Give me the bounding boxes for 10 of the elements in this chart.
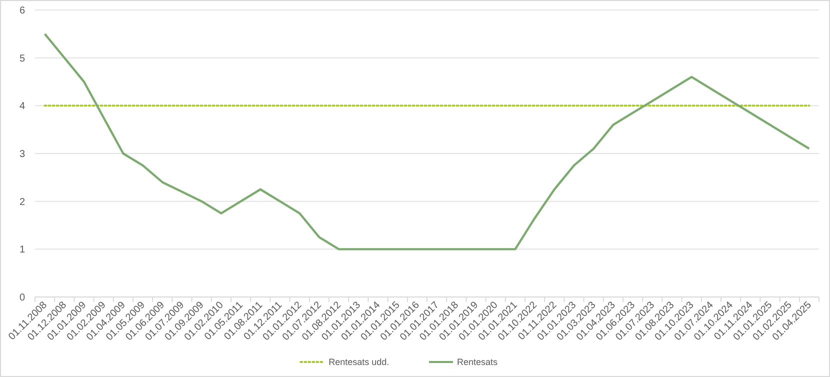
- legend-label: Rentesats udd.: [328, 357, 390, 368]
- legend-label: Rentesats: [457, 357, 498, 368]
- line-series: [44, 32, 810, 250]
- y-tick-label: 3: [19, 149, 26, 160]
- y-tick-label: 5: [19, 53, 26, 64]
- y-tick-label: 4: [19, 101, 26, 112]
- y-tick-label: 6: [19, 6, 26, 16]
- y-tick-label: 2: [19, 196, 26, 208]
- y-tick-label: 1: [19, 244, 26, 256]
- y-tick-label: 0: [19, 292, 26, 304]
